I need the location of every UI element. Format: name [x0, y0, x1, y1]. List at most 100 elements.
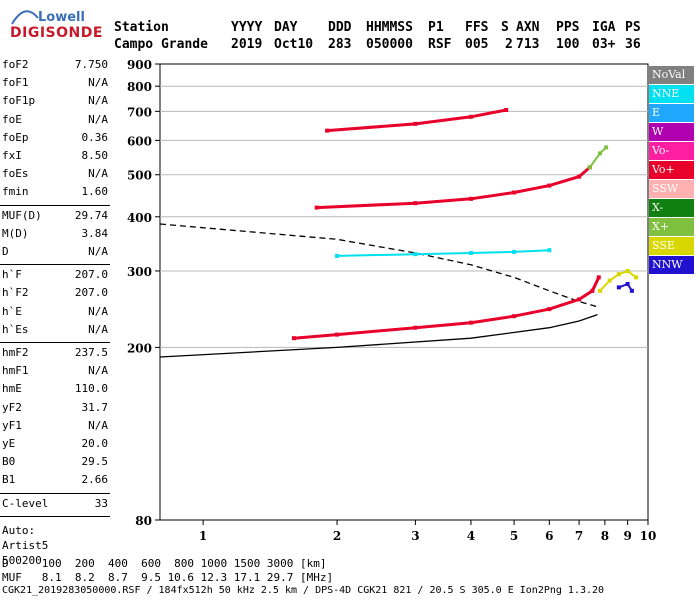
param-key: D: [2, 245, 9, 258]
param-row: hmE 110.0: [2, 382, 108, 400]
echo-point: [616, 272, 621, 277]
legend-item-noval: NoVal: [649, 66, 694, 84]
y-tick-label: 800: [127, 80, 152, 94]
header-label-6: FFS: [465, 20, 489, 35]
param-value: 3.84: [81, 226, 109, 240]
header-label-4: HHMMSS: [366, 20, 413, 35]
trace-vo: [326, 108, 507, 133]
header-value-11: 36: [625, 37, 641, 52]
station-header: Station YYYY DAY DDD HHMMSS P1 FFS S AXN PPS IGA PS…: [0, 0, 700, 55]
autoscale-info: 500200: [2, 553, 42, 567]
profile-line-dashed: [159, 223, 598, 308]
param-value: 1.60: [81, 185, 109, 199]
header-value-3: 283: [328, 37, 352, 52]
legend-item-vo: Vo-: [649, 142, 694, 160]
param-row: MUF(D) 29.74: [2, 209, 108, 227]
muf-row: MUF 8.1 8.2 8.7 9.5 10.6 12.3 17.1 29.7 …: [2, 571, 334, 584]
param-row: yE 20.0: [2, 437, 108, 455]
param-value: 8.50: [81, 149, 109, 162]
echo-point: [629, 288, 634, 293]
distance-row: D 100 200 400 600 800 1000 1500 3000 [km…: [2, 557, 327, 570]
param-divider: [0, 342, 110, 343]
x-tick-label: 2: [333, 529, 341, 543]
echo-point: [291, 336, 296, 341]
header-label-3: DDD: [328, 20, 352, 35]
param-row: fmin 1.60: [2, 185, 108, 203]
param-value: N/A: [88, 364, 108, 378]
param-row: h`Es N/A: [2, 323, 108, 341]
echo-point: [604, 145, 609, 150]
echo-point: [512, 190, 517, 195]
param-key: fxI: [2, 149, 22, 162]
legend-item-nnw: NNW: [649, 256, 694, 274]
param-key: B1: [2, 473, 16, 487]
param-value: N/A: [88, 245, 108, 258]
header-label-11: PS: [625, 20, 641, 35]
autoscale-info: Artist5: [2, 538, 49, 552]
y-tick-label: 900: [127, 58, 152, 72]
legend-item-sse: SSE: [649, 237, 694, 255]
header-value-7: 2: [505, 37, 513, 52]
echo-point: [587, 165, 592, 170]
legend-item-x: X-: [649, 199, 694, 217]
header-value-8: 713: [516, 37, 540, 52]
header-value-0: Campo Grande: [114, 37, 208, 52]
echo-point: [512, 314, 517, 319]
echo-point: [504, 108, 509, 113]
param-key: foE: [2, 112, 22, 126]
logo-line1: Lowell: [38, 10, 85, 25]
echo-point: [616, 285, 621, 290]
x-tick-label: 7: [575, 529, 583, 543]
trace-vo: [293, 276, 601, 340]
echo-point: [512, 249, 517, 254]
legend-item-ssw: SSW: [649, 180, 694, 198]
param-value: 33: [94, 496, 108, 510]
header-value-2: Oct10: [274, 37, 314, 52]
param-value: N/A: [88, 322, 108, 336]
echo-point: [468, 114, 473, 119]
param-row: fxI 8.50: [2, 149, 108, 167]
header-label-7: S: [501, 20, 509, 35]
param-key: hmF2: [2, 346, 29, 359]
echo-point: [577, 297, 582, 302]
param-key: foF1: [2, 76, 29, 90]
echo-point: [577, 174, 582, 179]
x-tick-label: 1: [199, 529, 207, 543]
header-label-9: PPS: [556, 20, 580, 35]
header-label-10: IGA: [592, 20, 616, 35]
legend-item-x: X+: [649, 218, 694, 236]
param-row: yF1 N/A: [2, 419, 108, 437]
param-divider: [0, 204, 110, 206]
echo-point: [625, 268, 630, 273]
echo-point: [596, 275, 601, 280]
param-row: h`E N/A: [2, 305, 108, 323]
echo-point: [547, 183, 552, 188]
echo-point: [597, 288, 602, 293]
param-row: hmF2 237.5: [2, 346, 108, 364]
param-row: B0 29.5: [2, 455, 108, 473]
param-row: foE N/A: [2, 113, 108, 131]
echo-point: [547, 307, 552, 312]
header-value-4: 050000: [366, 37, 413, 52]
x-tick-label: 8: [601, 529, 609, 543]
param-value: 29.5: [81, 455, 109, 469]
echo-point: [607, 278, 612, 283]
param-key: h`F2: [2, 286, 29, 300]
plot-frame: [159, 63, 649, 521]
header-label-5: P1: [428, 20, 444, 35]
echo-point: [590, 288, 595, 293]
lowell-digisonde-logo: Lowell DIGISONDE: [4, 4, 104, 50]
param-key: M(D): [2, 226, 29, 240]
param-value: N/A: [88, 94, 108, 108]
param-key: fmin: [2, 185, 29, 199]
param-key: hmE: [2, 382, 22, 396]
param-value: 2.66: [81, 473, 109, 487]
param-key: B0: [2, 455, 16, 469]
echo-point: [413, 325, 418, 330]
param-value: 207.0: [74, 286, 108, 300]
param-key: foF1p: [2, 94, 36, 108]
param-key: yF2: [2, 400, 22, 414]
echo-point: [468, 251, 473, 256]
header-value-10: 03+: [592, 37, 616, 52]
param-row: yF2 31.7: [2, 401, 108, 419]
